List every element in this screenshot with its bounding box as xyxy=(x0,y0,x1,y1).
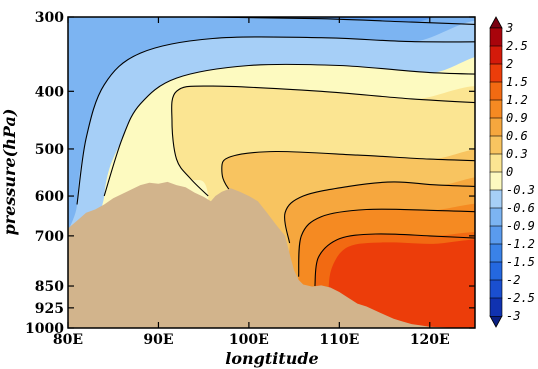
contour-line xyxy=(68,17,475,26)
y-axis-label: pressure(hPa) xyxy=(0,109,19,236)
colorbar-label: 0.3 xyxy=(506,147,528,161)
colorbar-segment xyxy=(489,135,503,155)
colorbar-segment xyxy=(489,297,503,317)
terrain xyxy=(68,181,475,328)
colorbar-label: 2 xyxy=(506,57,513,71)
colorbar-segment xyxy=(489,243,503,263)
colorbar-segment xyxy=(489,189,503,209)
x-tick-label: 80E xyxy=(53,332,83,348)
contour-line xyxy=(314,233,475,287)
colorbar-segment xyxy=(489,153,503,173)
colorbar-label: 0 xyxy=(506,165,513,179)
y-tick-label: 600 xyxy=(35,189,64,205)
colorbar-segment xyxy=(489,99,503,119)
colorbar-segment xyxy=(489,261,503,281)
contour-line xyxy=(76,36,475,205)
contour-line xyxy=(284,181,475,244)
x-axis: 80E 90E 100E 110E 120E xyxy=(53,17,450,348)
colorbar-label: -0.6 xyxy=(506,201,535,215)
x-tick-label: 100E xyxy=(229,332,269,348)
x-tick-label: 110E xyxy=(319,332,359,348)
colorbar-bottom-arrow xyxy=(489,315,503,328)
colorbar-top-arrow xyxy=(489,16,503,29)
contour-line xyxy=(103,63,475,197)
colorbar-label: -0.9 xyxy=(506,219,535,233)
colorbar: 3 2.5 2 1.5 1.2 0.9 0.6 0.3 0 -0.3 -0.6 -0.9 -1.2 -1.… xyxy=(489,16,535,328)
terrain-mask xyxy=(68,181,475,328)
colorbar-label: -0.3 xyxy=(506,183,535,197)
y-tick-label: 500 xyxy=(35,142,64,158)
colorbar-label: 1.5 xyxy=(506,75,528,89)
contour-lines xyxy=(68,17,475,287)
y-axis: 300 400 500 600 700 850 925 1000 xyxy=(25,10,475,337)
y-tick-label: 1000 xyxy=(25,321,64,337)
colorbar-label: -1.5 xyxy=(506,255,535,269)
colorbar-label: 0.6 xyxy=(506,129,528,143)
plot-frame xyxy=(67,16,476,329)
x-tick-label: 120E xyxy=(410,332,450,348)
colorbar-label: -3 xyxy=(506,309,520,323)
colorbar-segment xyxy=(489,171,503,191)
x-tick-label: 90E xyxy=(143,332,173,348)
colorbar-label: 2.5 xyxy=(506,39,528,53)
colorbar-label: 1.2 xyxy=(506,93,528,107)
y-tick-label: 850 xyxy=(35,279,64,295)
colorbar-segment xyxy=(489,45,503,65)
colorbar-label: -2.5 xyxy=(506,291,535,305)
colorbar-label: -2 xyxy=(506,273,520,287)
contour-line xyxy=(298,208,475,277)
colorbar-segment xyxy=(489,117,503,137)
contour-line xyxy=(171,85,475,197)
colorbar-segment xyxy=(489,63,503,83)
colorbar-label: 0.9 xyxy=(506,111,528,125)
colorbar-label: -1.2 xyxy=(506,237,535,251)
colorbar-label: 3 xyxy=(505,21,513,35)
colorbar-segment xyxy=(489,279,503,299)
y-tick-label: 400 xyxy=(35,84,64,100)
contour-line xyxy=(221,150,475,237)
x-axis-label: longtitude xyxy=(225,349,318,368)
y-tick-label: 700 xyxy=(35,229,64,245)
y-tick-label: 300 xyxy=(35,10,64,26)
colorbar-segment xyxy=(489,27,503,47)
colorbar-segment xyxy=(489,225,503,245)
colorbar-segment xyxy=(489,81,503,101)
y-tick-label: 925 xyxy=(35,301,64,317)
colorbar-segment xyxy=(489,207,503,227)
